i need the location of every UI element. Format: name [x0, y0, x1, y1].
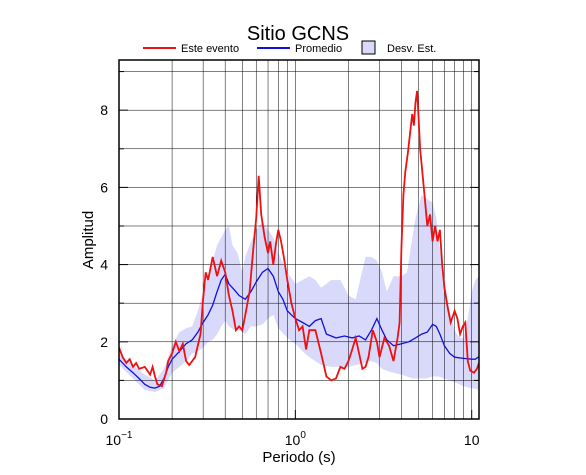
series-line-este-evento [119, 90, 479, 388]
y-tick-label: 6 [100, 179, 108, 195]
plot-area [119, 60, 479, 419]
legend-label-este-evento: Este evento [181, 43, 239, 55]
x-tick-label: 10 [464, 432, 480, 448]
legend-label-promedio: Promedio [295, 43, 342, 55]
x-axis-label: Periodo (s) [262, 449, 335, 466]
y-tick-label: 0 [100, 411, 108, 427]
grid [119, 60, 479, 419]
series-line-promedio [119, 267, 479, 389]
x-tick-label: 100 [285, 430, 307, 448]
chart-title: Sitio GCNS [247, 23, 349, 45]
std-dev-band [119, 195, 479, 392]
y-axis-label: Amplitud [80, 211, 97, 269]
y-tick-label: 8 [100, 102, 108, 118]
legend-swatch-desv-est [361, 40, 376, 55]
legend: Este evento Promedio Desv. Est. [143, 40, 436, 55]
y-tick-label: 2 [100, 334, 108, 350]
axis-ticks: 0 2 4 6 8 10−1 100 10 [100, 71, 480, 448]
legend-label-desv-est: Desv. Est. [387, 43, 436, 55]
y-tick-label: 4 [100, 257, 108, 273]
plot-frame [118, 59, 480, 420]
x-tick-label: 10−1 [106, 430, 133, 448]
